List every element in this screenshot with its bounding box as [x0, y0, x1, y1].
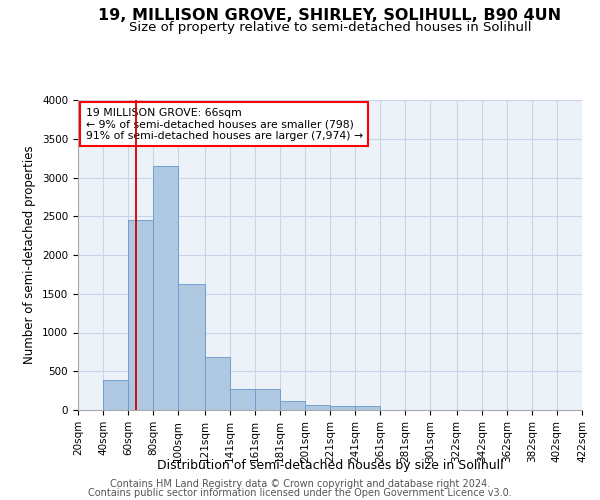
Text: Contains HM Land Registry data © Crown copyright and database right 2024.: Contains HM Land Registry data © Crown c… — [110, 479, 490, 489]
Bar — [355, 406, 380, 410]
Bar — [153, 166, 178, 410]
Bar — [230, 388, 255, 410]
Y-axis label: Number of semi-detached properties: Number of semi-detached properties — [23, 146, 37, 364]
Text: 19, MILLISON GROVE, SHIRLEY, SOLIHULL, B90 4UN: 19, MILLISON GROVE, SHIRLEY, SOLIHULL, B… — [98, 8, 562, 22]
Text: Size of property relative to semi-detached houses in Solihull: Size of property relative to semi-detach… — [129, 21, 531, 34]
Text: Distribution of semi-detached houses by size in Solihull: Distribution of semi-detached houses by … — [157, 460, 503, 472]
Bar — [128, 220, 153, 410]
Bar — [103, 380, 128, 410]
Bar — [178, 284, 205, 410]
Bar — [330, 406, 355, 410]
Bar — [255, 388, 280, 410]
Bar — [305, 405, 330, 410]
Text: Contains public sector information licensed under the Open Government Licence v3: Contains public sector information licen… — [88, 488, 512, 498]
Bar — [205, 356, 230, 410]
Text: 19 MILLISON GROVE: 66sqm
← 9% of semi-detached houses are smaller (798)
91% of s: 19 MILLISON GROVE: 66sqm ← 9% of semi-de… — [86, 108, 362, 141]
Bar — [280, 400, 305, 410]
